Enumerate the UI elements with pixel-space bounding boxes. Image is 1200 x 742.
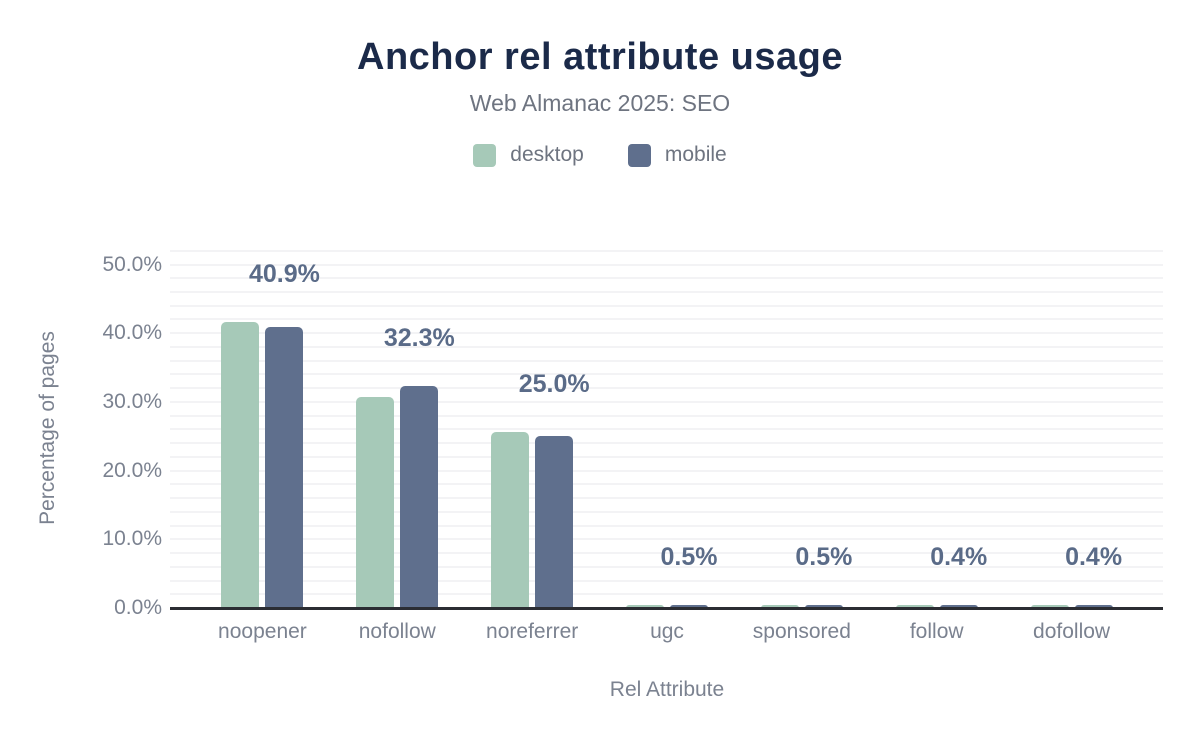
value-label-noreferrer: 25.0% xyxy=(518,370,590,399)
gridline xyxy=(170,359,1163,362)
x-category-label-dofollow: dofollow xyxy=(1033,620,1111,643)
value-label-nofollow: 32.3% xyxy=(383,324,455,353)
gridline xyxy=(170,483,1163,486)
x-axis-title: Rel Attribute xyxy=(609,678,725,701)
x-category-label-noopener: noopener xyxy=(218,620,307,643)
y-tick-label: 30.0% xyxy=(102,389,162,413)
gridline xyxy=(170,373,1163,376)
y-tick-label: 40.0% xyxy=(102,321,162,345)
y-axis-title: Percentage of pages xyxy=(36,331,59,525)
bar-desktop-noreferrer xyxy=(491,432,530,608)
value-label-follow: 0.4% xyxy=(930,543,988,571)
x-category-label-sponsored: sponsored xyxy=(752,620,851,643)
x-category-label-nofollow: nofollow xyxy=(358,620,436,643)
value-label-ugc: 0.5% xyxy=(660,542,718,571)
gridline xyxy=(170,249,1163,252)
value-label-noopener: 40.9% xyxy=(248,259,320,288)
gridline xyxy=(170,497,1163,500)
gridline xyxy=(170,428,1163,431)
gridline xyxy=(170,400,1163,403)
y-tick-label: 50.0% xyxy=(102,252,162,276)
legend-item-desktop: desktop xyxy=(473,143,584,167)
bar-desktop-sponsored xyxy=(760,604,799,608)
gridline xyxy=(170,469,1163,472)
bar-mobile-ugc xyxy=(670,604,708,608)
gridline xyxy=(170,455,1163,458)
value-label-dofollow: 0.4% xyxy=(1065,543,1123,571)
bar-mobile-follow xyxy=(939,605,978,608)
gridline xyxy=(170,414,1163,417)
gridline xyxy=(170,552,1163,555)
legend: desktop mobile xyxy=(0,143,1200,167)
legend-label: desktop xyxy=(510,143,584,166)
bar-mobile-nofollow xyxy=(400,386,439,608)
gridline xyxy=(170,579,1163,582)
y-tick-label: 10.0% xyxy=(102,527,162,551)
gridline xyxy=(170,510,1163,513)
legend-swatch-desktop xyxy=(473,143,497,167)
gridline xyxy=(170,442,1163,445)
chart-title: Anchor rel attribute usage xyxy=(357,36,843,78)
bar-desktop-nofollow xyxy=(356,397,395,608)
gridline xyxy=(170,524,1163,527)
chart-subtitle: Web Almanac 2025: SEO xyxy=(469,90,731,116)
gridline xyxy=(170,387,1163,390)
gridline xyxy=(170,304,1163,307)
x-axis-line xyxy=(170,607,1163,610)
x-category-label-follow: follow xyxy=(909,620,964,643)
gridline xyxy=(170,593,1163,596)
x-category-label-noreferrer: noreferrer xyxy=(486,620,579,643)
legend-label: mobile xyxy=(664,143,727,166)
legend-swatch-mobile xyxy=(627,143,651,167)
bar-mobile-sponsored xyxy=(804,604,843,608)
y-tick-label: 0.0% xyxy=(114,596,162,619)
gridline xyxy=(170,345,1163,348)
gridline xyxy=(170,318,1163,321)
gridline xyxy=(170,263,1163,266)
legend-item-mobile: mobile xyxy=(627,143,727,167)
bar-desktop-dofollow xyxy=(1030,605,1069,608)
gridline xyxy=(170,277,1163,280)
gridline xyxy=(170,538,1163,541)
bar-mobile-noreferrer xyxy=(535,436,574,608)
bar-mobile-dofollow xyxy=(1074,605,1113,608)
gridline xyxy=(170,565,1163,568)
bar-desktop-ugc xyxy=(626,604,664,608)
value-label-sponsored: 0.5% xyxy=(795,542,853,571)
gridline xyxy=(170,290,1163,293)
y-tick-label: 20.0% xyxy=(102,458,162,482)
gridline xyxy=(170,332,1163,335)
bar-mobile-noopener xyxy=(265,327,304,608)
x-category-label-ugc: ugc xyxy=(650,620,684,643)
bar-desktop-follow xyxy=(895,605,934,608)
bar-desktop-noopener xyxy=(221,321,260,608)
